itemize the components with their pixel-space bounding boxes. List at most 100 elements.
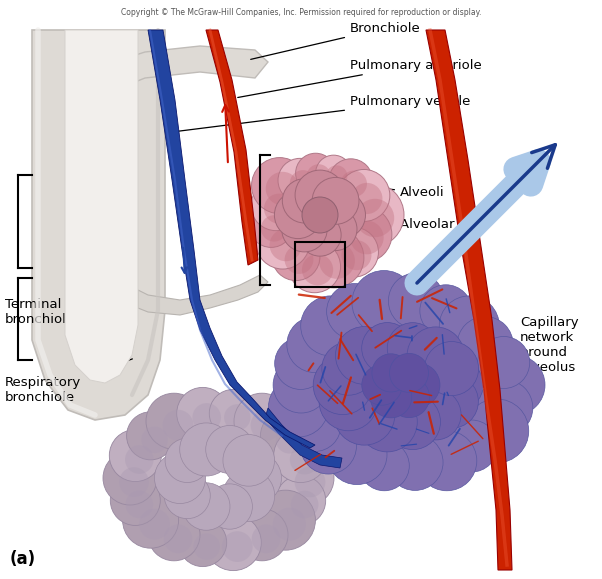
Circle shape: [351, 183, 382, 214]
Circle shape: [165, 438, 209, 482]
Circle shape: [295, 170, 345, 220]
Circle shape: [139, 509, 170, 540]
Circle shape: [236, 509, 288, 561]
Polygon shape: [265, 408, 342, 468]
Circle shape: [288, 241, 341, 293]
Circle shape: [388, 273, 444, 329]
Circle shape: [335, 327, 393, 384]
Circle shape: [282, 206, 327, 252]
Circle shape: [300, 418, 356, 474]
Circle shape: [249, 203, 293, 247]
Circle shape: [289, 400, 341, 452]
Circle shape: [177, 387, 229, 439]
Text: (a): (a): [10, 550, 36, 568]
Circle shape: [352, 270, 416, 335]
Circle shape: [465, 399, 529, 463]
Polygon shape: [426, 30, 512, 570]
Circle shape: [287, 317, 343, 372]
Circle shape: [326, 166, 347, 187]
Circle shape: [123, 492, 179, 548]
Circle shape: [110, 475, 160, 525]
Circle shape: [155, 452, 205, 504]
Circle shape: [424, 342, 479, 395]
Circle shape: [231, 453, 282, 504]
Polygon shape: [120, 46, 268, 88]
Circle shape: [265, 172, 299, 206]
Circle shape: [224, 404, 250, 431]
Circle shape: [193, 533, 220, 560]
Circle shape: [336, 207, 392, 262]
Circle shape: [315, 155, 352, 191]
Circle shape: [164, 525, 192, 553]
Circle shape: [439, 296, 499, 356]
Circle shape: [274, 428, 327, 482]
Circle shape: [252, 525, 281, 553]
Circle shape: [179, 519, 227, 567]
Circle shape: [359, 441, 409, 491]
Circle shape: [362, 365, 402, 405]
Circle shape: [301, 296, 361, 356]
Circle shape: [417, 431, 477, 491]
Circle shape: [290, 445, 320, 474]
Circle shape: [182, 483, 230, 530]
Circle shape: [146, 393, 202, 449]
Circle shape: [385, 394, 441, 450]
Circle shape: [126, 412, 175, 460]
Circle shape: [431, 359, 483, 411]
Circle shape: [205, 515, 261, 570]
Circle shape: [318, 192, 365, 239]
Circle shape: [350, 221, 383, 254]
Circle shape: [313, 356, 373, 415]
Circle shape: [141, 427, 168, 453]
Circle shape: [319, 243, 355, 279]
Circle shape: [356, 199, 394, 237]
Circle shape: [294, 467, 326, 497]
Circle shape: [388, 376, 429, 417]
Circle shape: [223, 470, 275, 522]
Bar: [295, 242, 345, 287]
Circle shape: [290, 170, 316, 196]
Circle shape: [314, 208, 357, 251]
Circle shape: [119, 467, 149, 497]
Circle shape: [278, 450, 334, 506]
Circle shape: [389, 353, 429, 393]
Circle shape: [251, 181, 301, 230]
Text: Terminal
bronchiole: Terminal bronchiole: [5, 298, 137, 326]
Circle shape: [322, 342, 375, 395]
Circle shape: [425, 375, 479, 428]
Circle shape: [302, 254, 333, 285]
Circle shape: [387, 323, 438, 373]
Circle shape: [329, 159, 373, 203]
Circle shape: [306, 164, 330, 188]
Circle shape: [268, 377, 329, 437]
Circle shape: [387, 434, 443, 490]
Circle shape: [207, 484, 252, 529]
Circle shape: [110, 430, 161, 482]
Circle shape: [477, 380, 533, 436]
Circle shape: [222, 531, 253, 562]
Circle shape: [270, 229, 302, 261]
Circle shape: [278, 159, 322, 202]
Circle shape: [285, 245, 314, 274]
Circle shape: [485, 355, 545, 415]
Circle shape: [193, 403, 221, 432]
Circle shape: [180, 423, 233, 476]
Text: Capillary
network
around
alveolus: Capillary network around alveolus: [459, 316, 579, 374]
Polygon shape: [138, 275, 268, 315]
Circle shape: [362, 323, 413, 373]
Circle shape: [148, 509, 200, 561]
Circle shape: [370, 376, 412, 418]
Circle shape: [396, 363, 440, 407]
Circle shape: [319, 372, 378, 431]
Circle shape: [357, 392, 417, 452]
Circle shape: [341, 240, 371, 270]
Circle shape: [256, 215, 310, 269]
Text: Respiratory
bronchiole: Respiratory bronchiole: [5, 359, 132, 404]
Polygon shape: [32, 30, 165, 420]
Text: Pulmonary arteriole: Pulmonary arteriole: [238, 58, 482, 97]
Circle shape: [275, 338, 327, 390]
Circle shape: [261, 215, 287, 241]
Circle shape: [252, 157, 308, 214]
Circle shape: [209, 390, 257, 437]
Circle shape: [420, 285, 472, 337]
